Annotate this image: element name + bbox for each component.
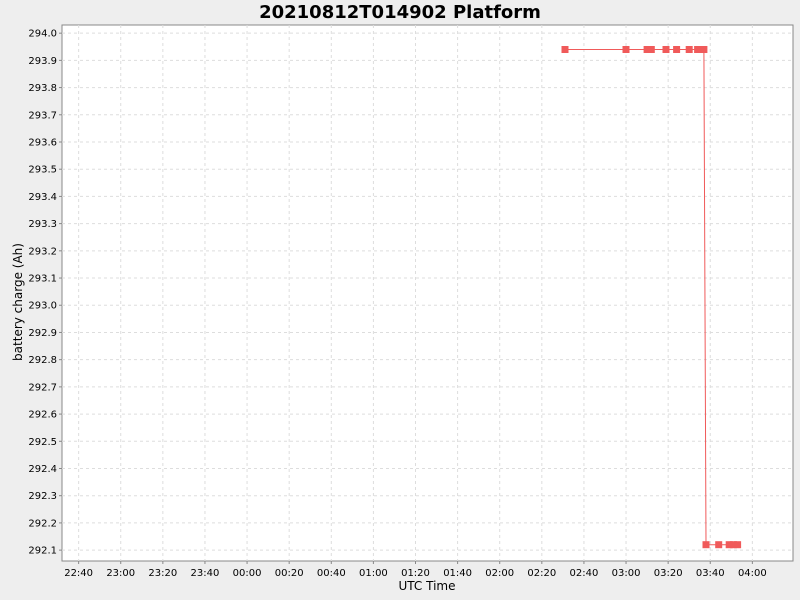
y-tick-label: 292.8: [28, 355, 57, 366]
y-tick-label: 292.4: [28, 464, 57, 475]
x-axis: 22:40 23:00 23:20 23:40 00:00 00:20 00:40 01:00…: [64, 561, 767, 579]
x-tick-label: 03:00: [612, 568, 641, 579]
y-tick-label: 292.7: [28, 382, 57, 393]
y-tick-label: 292.2: [28, 518, 57, 529]
y-tick-label: 293.0: [28, 301, 57, 312]
x-tick-label: 01:00: [359, 568, 388, 579]
y-tick-label: 292.6: [28, 410, 57, 421]
data-point: [647, 46, 655, 53]
data-point: [662, 46, 670, 53]
x-tick-label: 23:00: [106, 568, 135, 579]
y-tick-label: 293.9: [28, 56, 57, 67]
data-point: [725, 541, 733, 549]
y-tick-label: 293.7: [28, 110, 57, 121]
x-tick-label: 23:40: [191, 568, 220, 579]
x-tick-label: 04:00: [738, 568, 767, 579]
data-point: [700, 46, 708, 53]
x-tick-label: 01:40: [443, 568, 472, 579]
x-tick-label: 23:20: [148, 568, 177, 579]
y-tick-label: 293.3: [28, 219, 57, 230]
y-tick-label: 293.2: [28, 246, 57, 257]
x-axis-label: UTC Time: [399, 579, 456, 593]
y-axis: 294.0 293.9 293.8 293.7 293.6 293.5 293.4 293.3…: [28, 29, 62, 557]
y-tick-label: 294.0: [28, 29, 57, 40]
y-tick-label: 293.5: [28, 165, 57, 176]
x-tick-label: 03:40: [696, 568, 725, 579]
data-point: [734, 541, 742, 549]
y-tick-label: 292.3: [28, 491, 57, 502]
y-tick-label: 293.6: [28, 137, 57, 148]
x-tick-label: 02:20: [527, 568, 556, 579]
data-point: [622, 46, 630, 53]
y-tick-label: 292.1: [28, 546, 57, 557]
x-tick-label: 02:40: [570, 568, 599, 579]
x-tick-label: 00:20: [275, 568, 304, 579]
data-point: [694, 46, 702, 53]
x-tick-label: 22:40: [64, 568, 93, 579]
data-point: [561, 46, 569, 53]
data-point: [702, 541, 710, 549]
y-axis-label: battery charge (Ah): [11, 243, 25, 361]
y-tick-label: 293.8: [28, 83, 57, 94]
grid: [62, 25, 793, 561]
x-tick-label: 01:20: [401, 568, 430, 579]
x-tick-label: 03:20: [654, 568, 683, 579]
plot-area: [61, 24, 794, 562]
x-tick-label: 00:40: [317, 568, 346, 579]
x-tick-label: 02:00: [485, 568, 514, 579]
chart-title: 20210812T014902 Platform: [259, 2, 541, 23]
y-tick-label: 292.5: [28, 437, 57, 448]
data-point: [685, 46, 693, 53]
x-tick-label: 00:00: [233, 568, 262, 579]
data-point: [643, 46, 651, 53]
y-tick-label: 293.1: [28, 274, 57, 285]
data-series: [561, 46, 742, 549]
y-tick-label: 292.9: [28, 328, 57, 339]
data-point: [729, 541, 737, 549]
y-tick-label: 293.4: [28, 192, 57, 203]
data-point: [673, 46, 681, 53]
data-point: [715, 541, 723, 549]
